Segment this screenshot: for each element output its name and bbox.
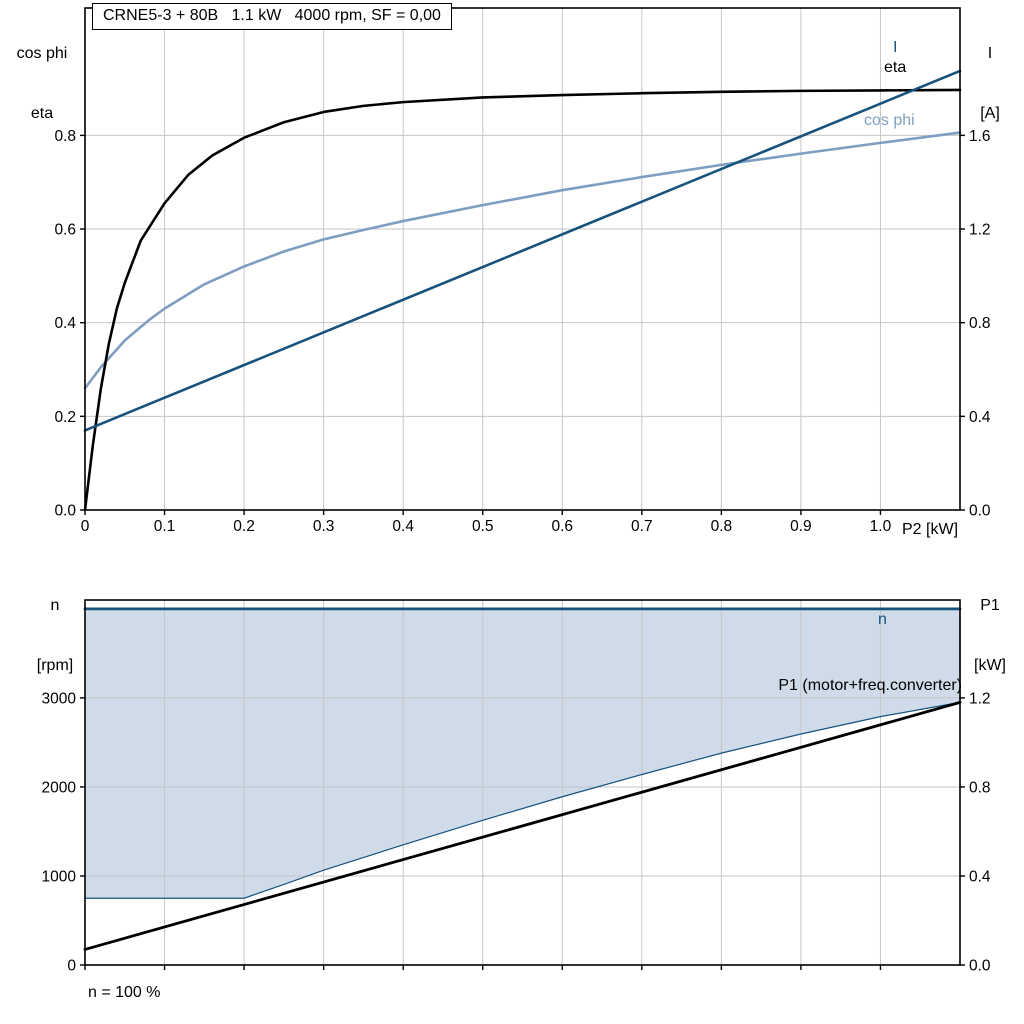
tick-label: 0.3 — [313, 518, 335, 535]
tick-label: 0.5 — [472, 518, 494, 535]
lower-left-axis-line2: [rpm] — [36, 657, 74, 674]
curve-label-p1: P1 (motor+freq.converter) — [778, 677, 962, 694]
tick-label: 1.6 — [969, 128, 991, 145]
lower-right-axis-title: P1 [kW] — [962, 556, 1018, 716]
tick-label: 0.1 — [154, 518, 176, 535]
tick-label: 0.0 — [969, 958, 991, 975]
lower-left-axis-line1: n — [50, 597, 60, 614]
curve-cos_phi — [83, 131, 962, 390]
tick-label: 0.8 — [54, 128, 76, 145]
tick-label: 0.0 — [54, 503, 76, 520]
curve-eta — [83, 88, 962, 512]
lower-left-axis-title: n [rpm] — [24, 556, 86, 716]
tick-label: 0.8 — [969, 779, 991, 796]
curve-label-speed: n — [878, 611, 887, 628]
chart-title-box: CRNE5-3 + 80B 1.1 kW 4000 rpm, SF = 0,00 — [92, 3, 452, 30]
tick-label: 0 — [81, 518, 90, 535]
upper-left-axis-line2: eta — [30, 105, 54, 122]
tick-label: 0.9 — [790, 518, 812, 535]
speed-footnote: n = 100 % — [88, 984, 161, 1001]
upper-left-axis-title: cos phi eta — [6, 4, 78, 164]
tick-label: 0.2 — [233, 518, 255, 535]
upper-right-axis-title: I [A] — [964, 4, 1016, 164]
tick-label: 0.4 — [969, 868, 991, 885]
curve-I — [83, 69, 962, 432]
speed-range-band — [85, 608, 960, 899]
x-axis-unit-label: P2 [kW] — [902, 521, 959, 538]
tick-label: 0 — [67, 958, 76, 975]
curve-label-eta: eta — [884, 59, 907, 76]
tick-label: 0.6 — [551, 518, 573, 535]
lower-right-axis-line2: [kW] — [974, 657, 1006, 674]
tick-label: 0.8 — [711, 518, 733, 535]
min-speed-curve — [85, 608, 961, 899]
tick-label: 0.6 — [54, 222, 76, 239]
curve-P1 — [83, 700, 962, 951]
tick-label: 1.2 — [969, 222, 991, 239]
tick-label: 0.7 — [631, 518, 653, 535]
curve-label-current: I — [893, 39, 898, 56]
upper-right-axis-line2: [A] — [980, 105, 1000, 122]
tick-label: 0.4 — [392, 518, 414, 535]
curve-label-cosphi: cos phi — [864, 112, 915, 129]
plot-frame — [84, 599, 961, 966]
tick-label: 0.8 — [969, 315, 991, 332]
tick-label: 0.0 — [969, 503, 991, 520]
tick-label: 1.2 — [969, 690, 991, 707]
tick-label: 2000 — [42, 779, 77, 796]
tick-label: 0.4 — [969, 409, 991, 426]
lower-right-axis-line1: P1 — [980, 597, 1000, 614]
tick-label: 0.4 — [54, 315, 76, 332]
plot-frame — [84, 7, 961, 511]
upper-left-axis-line1: cos phi — [16, 45, 68, 62]
tick-label: 1000 — [42, 868, 77, 885]
tick-label: 3000 — [42, 690, 77, 707]
upper-right-axis-line1: I — [987, 45, 993, 62]
tick-label: 1.0 — [870, 518, 892, 535]
tick-label: 0.2 — [54, 409, 76, 426]
